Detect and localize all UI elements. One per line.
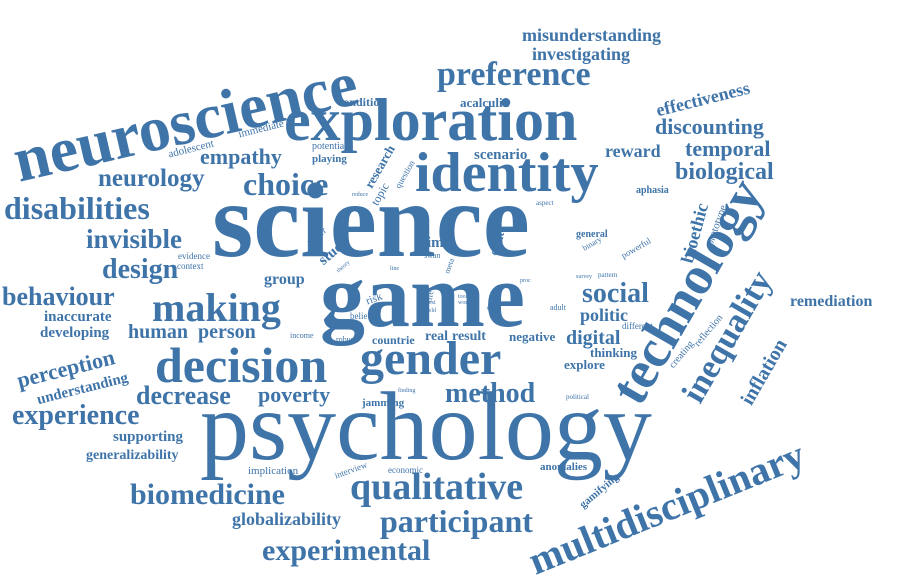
word-biological: biological — [675, 159, 774, 185]
word-negative: negative — [509, 329, 556, 344]
word-explore: explore — [564, 357, 605, 372]
word-discounting: discounting — [655, 114, 764, 139]
word-biomedicine: biomedicine — [130, 478, 285, 511]
word-powerful: powerful — [619, 235, 653, 261]
word-game: game — [320, 247, 525, 346]
word-anomalies: anomalies — [540, 461, 588, 473]
word-inaccurate: inaccurate — [44, 309, 112, 325]
word-psychology: psychology — [200, 373, 652, 481]
word-participant: participant — [380, 503, 533, 539]
word-temporal: temporal — [685, 136, 771, 161]
word-identity: identity — [415, 142, 599, 204]
word-misunderstanding: misunderstanding — [522, 25, 662, 45]
word-disabilities: disabilities — [4, 190, 150, 226]
word-belief: belief — [350, 311, 371, 321]
word-aspect: aspect — [536, 199, 554, 207]
word-political: political — [566, 393, 589, 401]
word-gender: gender — [360, 332, 502, 385]
word-social: social — [582, 278, 649, 309]
word-proc: proc — [520, 278, 531, 284]
word-time: time — [422, 235, 451, 251]
word-condition: condition — [338, 95, 387, 109]
word-reduce: reduce — [352, 192, 368, 198]
word-behaviour: behaviour — [2, 282, 115, 311]
word-decision: decision — [155, 337, 328, 393]
word-rule: rule — [458, 286, 468, 292]
word-method: method — [445, 378, 536, 409]
word-line: line — [390, 266, 399, 272]
word-exploration: exploration — [284, 87, 578, 153]
word-science: science — [212, 162, 530, 279]
word-human: human — [128, 321, 189, 343]
word-scenario: scenario — [474, 147, 528, 163]
word-design: design — [102, 254, 179, 285]
word-group: group — [264, 271, 305, 288]
word-income: income — [290, 331, 314, 340]
word-empathy: empathy — [200, 144, 282, 169]
word-remediation: remediation — [790, 293, 873, 310]
word-adult: adult — [550, 303, 566, 312]
word-qualitative: qualitative — [350, 466, 524, 508]
word-choice: choice — [243, 166, 329, 202]
word-preference: preference — [437, 56, 591, 93]
word-different: different — [622, 321, 653, 331]
word-poverty: poverty — [258, 382, 331, 407]
word-yield: yield — [424, 308, 436, 314]
word-evidence: evidence — [178, 251, 210, 261]
word-acalculia: acalculia — [460, 95, 510, 110]
word-swan: swan — [424, 251, 441, 260]
word-neurology: neurology — [98, 165, 205, 192]
word-context: context — [177, 261, 204, 271]
word-finding: finding — [398, 388, 416, 394]
word-survey: survey — [576, 274, 592, 280]
word-countrie: countrie — [372, 333, 415, 347]
word-investigating: investigating — [532, 44, 631, 64]
word-person: person — [198, 321, 256, 343]
word-robust: robust — [336, 335, 356, 344]
word-tool: tool — [458, 294, 468, 300]
word-real: real — [425, 329, 449, 344]
word-jamming: jamming — [362, 397, 405, 409]
word-thinking: thinking — [590, 345, 637, 360]
word-general: general — [576, 229, 608, 240]
word-supporting: supporting — [113, 429, 184, 445]
word-developing: developing — [40, 325, 110, 341]
word-work: work — [458, 300, 471, 306]
word-decrease: decrease — [136, 381, 231, 410]
word-making: making — [152, 285, 281, 330]
word-playing: playing — [312, 153, 347, 165]
word-experience: experience — [12, 400, 140, 431]
word-invisible: invisible — [86, 224, 183, 254]
word-globalizability: globalizability — [232, 509, 342, 529]
word-potential: potential — [312, 141, 347, 152]
word-implication: implication — [248, 465, 299, 477]
word-experimental: experimental — [262, 534, 431, 567]
word-aphasia: aphasia — [636, 185, 669, 196]
word-best: best — [426, 300, 436, 306]
word-pattern: pattern — [598, 271, 618, 279]
word-digital: digital — [566, 327, 621, 349]
word-result: result — [452, 329, 486, 344]
word-economic: economic — [388, 465, 423, 475]
word-generalizability: generalizability — [86, 448, 179, 463]
word-reward: reward — [605, 141, 661, 161]
word-inflation: inflation — [736, 335, 792, 409]
word-politic: politic — [580, 305, 628, 325]
